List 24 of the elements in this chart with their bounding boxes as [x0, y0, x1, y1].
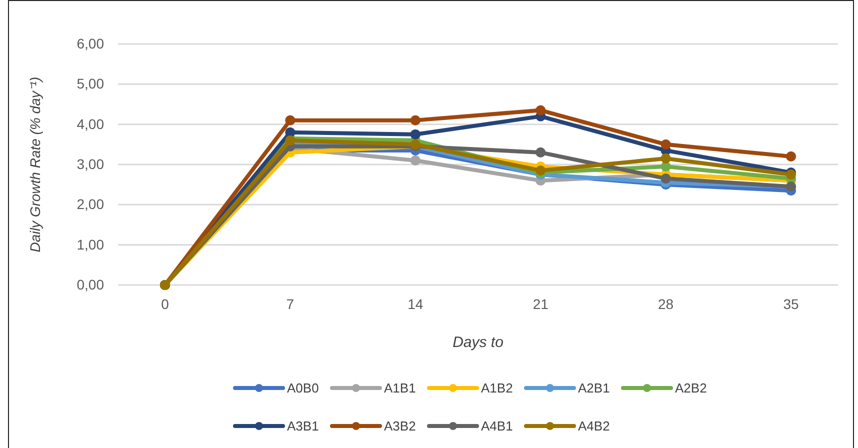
legend-label: A2B1 — [578, 380, 610, 396]
y-tick-label: 6,00 — [76, 35, 104, 52]
x-axis-title: Days to — [452, 334, 504, 351]
legend-label: A1B1 — [384, 380, 416, 396]
x-tick-label: 0 — [161, 296, 170, 312]
x-tick-label: 21 — [532, 296, 549, 312]
y-tick-label: 0,00 — [76, 276, 104, 292]
legend-label: A3B1 — [287, 418, 319, 434]
y-tick-label: 5,00 — [76, 76, 104, 92]
legend-label: A3B2 — [384, 418, 416, 434]
y-tick-label: 4,00 — [76, 116, 104, 132]
y-axis-title: Daily Growth Rate (% day⁻¹) — [27, 76, 43, 252]
x-tick-label: 7 — [286, 296, 294, 312]
legend-label: A0B0 — [287, 380, 319, 396]
y-tick-label: 2,00 — [76, 196, 104, 212]
y-tick-label: 3,00 — [76, 156, 104, 172]
legend-label: A2B2 — [675, 380, 707, 396]
legend-label: A4B1 — [481, 418, 513, 434]
x-tick-label: 14 — [408, 296, 424, 312]
x-tick-label: 28 — [658, 296, 674, 312]
legend-label: A1B2 — [481, 380, 513, 396]
legend-label: A4B2 — [578, 418, 610, 434]
x-tick-label: 35 — [783, 296, 799, 312]
y-tick-label: 1,00 — [76, 236, 104, 252]
